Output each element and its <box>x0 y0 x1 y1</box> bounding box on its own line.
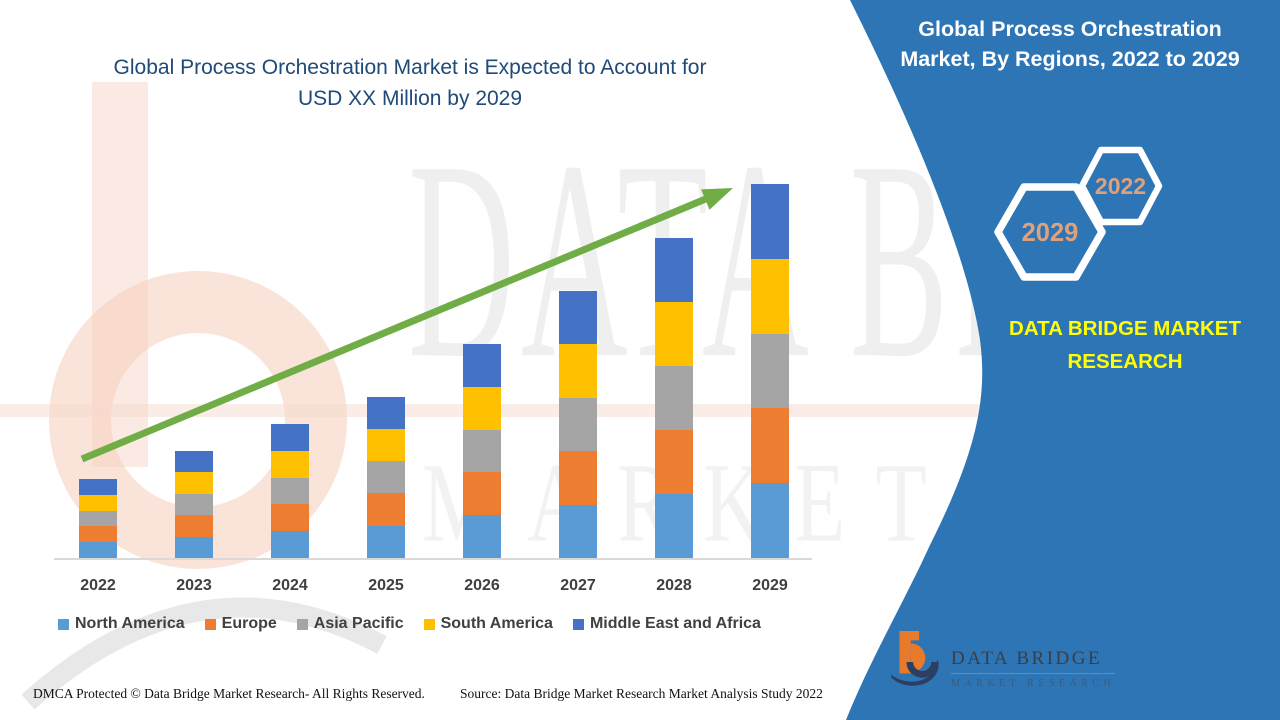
watermark-b-stem <box>92 82 148 467</box>
bar-segment-2024-middle-east-and-africa <box>271 424 309 451</box>
data-bridge-logo-icon <box>891 631 939 686</box>
chart-title-line1: Global Process Orchestration Market is E… <box>113 56 707 79</box>
bar-segment-2022-asia-pacific <box>79 510 117 527</box>
bar-segment-2025-asia-pacific <box>367 461 405 494</box>
bar-segment-2023-middle-east-and-africa <box>175 451 213 473</box>
bar-segment-2024-north-america <box>271 531 309 558</box>
legend-swatch-europe <box>204 618 216 630</box>
bar-segment-2025-europe <box>367 493 405 526</box>
legend-swatch-middle-east-and-africa <box>572 618 584 630</box>
bar-segment-2023-asia-pacific <box>175 493 213 516</box>
logo-navy-bowl <box>906 661 938 678</box>
x-axis-label-2024: 2024 <box>272 577 308 594</box>
legend-item-europe: Europe <box>204 615 277 633</box>
legend-label-south-america: South America <box>440 615 553 632</box>
brand-text: DATA BRIDGE MARKET RESEARCH <box>996 312 1254 378</box>
x-axis-label-2022: 2022 <box>80 577 116 594</box>
legend-item-middle-east-and-africa: Middle East and Africa <box>572 615 761 633</box>
bar-segment-2025-middle-east-and-africa <box>367 396 405 429</box>
panel-heading-line2: Market, By Regions, 2022 to 2029 <box>900 47 1240 71</box>
legend-item-south-america: South America <box>423 615 553 633</box>
chart-legend: North America Europe Asia Pacific South Ame… <box>58 615 761 633</box>
bar-segment-2023-europe <box>175 515 213 537</box>
bar-segment-2024-europe <box>271 504 309 532</box>
bar-segment-2022-south-america <box>79 494 117 511</box>
watermark-text-row2: MARKET RESEARCH <box>422 440 1280 567</box>
legend-item-asia-pacific: Asia Pacific <box>296 615 404 633</box>
chart-title-line2: USD XX Million by 2029 <box>297 87 523 110</box>
company-logo: DATA BRIDGE MARKET RESEARCH <box>890 630 1116 694</box>
legend-swatch-south-america <box>423 618 435 630</box>
x-axis-label-2029: 2029 <box>752 577 788 594</box>
bar-segment-2022-middle-east-and-africa <box>79 479 117 495</box>
bar-segment-2023-north-america <box>175 536 213 558</box>
bar-segment-2022-north-america <box>79 542 117 558</box>
watermark-b-bowl <box>49 271 347 569</box>
legend-item-north-america: North America <box>58 615 185 633</box>
logo-b-stem <box>899 631 920 674</box>
x-axis-label-2023: 2023 <box>176 577 212 594</box>
x-axis-label-2025: 2025 <box>368 577 404 594</box>
chart-title: Global Process Orchestration Market is E… <box>10 52 810 114</box>
brand-text-line2: RESEARCH <box>1067 350 1183 373</box>
panel-heading-line1: Global Process Orchestration <box>918 17 1222 41</box>
legend-swatch-asia-pacific <box>296 618 308 630</box>
bar-segment-2024-asia-pacific <box>271 477 309 505</box>
logo-subtitle: MARKET RESEARCH <box>951 678 1116 689</box>
x-axis-label-2027: 2027 <box>560 577 596 594</box>
dmca-footer-text: DMCA Protected © Data Bridge Market Rese… <box>33 686 425 701</box>
legend-swatch-north-america <box>58 618 69 630</box>
legend-label-europe: Europe <box>221 615 277 632</box>
panel-heading: Global Process Orchestration Market, By … <box>868 14 1272 74</box>
legend-label-asia-pacific: Asia Pacific <box>313 615 404 632</box>
bar-segment-2023-south-america <box>175 472 213 494</box>
brand-text-line1: DATA BRIDGE MARKET <box>1009 317 1241 340</box>
bar-segment-2024-south-america <box>271 450 309 478</box>
logo-text-block: DATA BRIDGE MARKET RESEARCH <box>951 630 1116 689</box>
bar-segment-2022-europe <box>79 526 117 543</box>
logo-title: DATA BRIDGE <box>951 648 1116 674</box>
x-axis-label-2028: 2028 <box>656 577 692 594</box>
logo-b-bowl <box>910 643 926 673</box>
logo-swoosh <box>891 658 939 686</box>
bar-segment-2025-south-america <box>367 428 405 462</box>
legend-label-middle-east-and-africa: Middle East and Africa <box>589 615 761 632</box>
bar-segment-2025-north-america <box>367 525 405 558</box>
source-footer-text: Source: Data Bridge Market Research Mark… <box>460 686 823 701</box>
x-axis-label-2026: 2026 <box>464 577 500 594</box>
legend-label-north-america: North America <box>75 615 185 632</box>
